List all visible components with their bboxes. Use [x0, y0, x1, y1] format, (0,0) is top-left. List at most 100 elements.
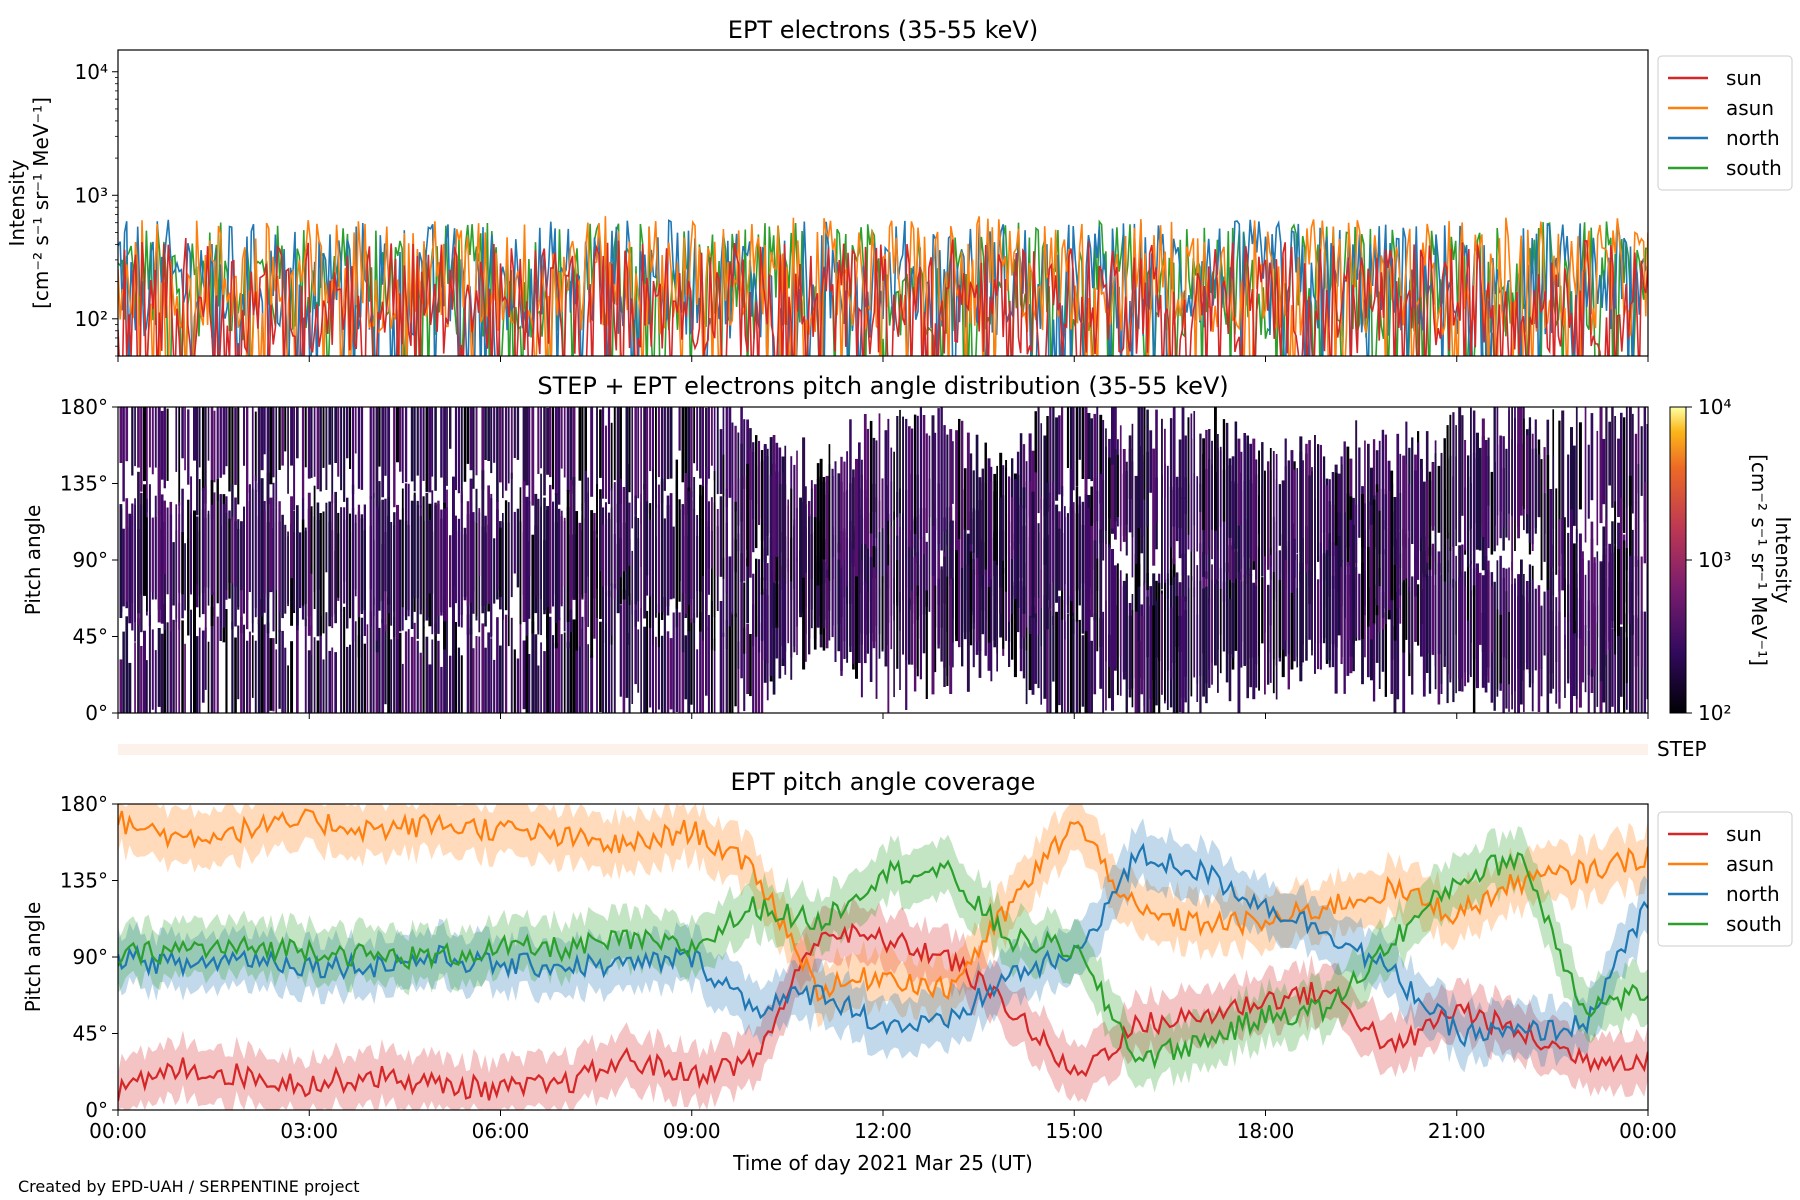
heatmap-cell: [605, 425, 607, 499]
heatmap-cell: [1367, 587, 1370, 678]
heatmap-cell: [331, 494, 334, 629]
heatmap-cell: [201, 630, 205, 703]
heatmap-cell: [284, 407, 287, 452]
heatmap-cell: [193, 511, 197, 594]
heatmap-cell: [1114, 565, 1117, 668]
heatmap-cell: [1643, 407, 1647, 523]
heatmap-cell: [652, 599, 654, 713]
heatmap-cell: [375, 639, 379, 713]
heatmap-cell: [784, 445, 787, 584]
heatmap-cell: [1081, 525, 1085, 634]
heatmap-cell: [213, 410, 216, 483]
heatmap-cell: [1617, 549, 1620, 636]
heatmap-cell: [354, 407, 357, 454]
heatmap-cell: [496, 500, 499, 590]
heatmap-cell: [181, 532, 184, 595]
heatmap-cell: [387, 497, 391, 605]
heatmap-cell: [434, 407, 437, 491]
heatmap-cell: [493, 407, 496, 463]
heatmap-cell: [316, 407, 320, 490]
heatmap-cell: [669, 493, 673, 600]
panel3-y-ticks: 0° 45° 90° 135° 180°: [60, 792, 118, 1122]
heatmap-cell: [716, 509, 719, 577]
heatmap-cell: [1049, 407, 1052, 508]
heatmap-cell: [449, 535, 452, 608]
heatmap-cell: [431, 639, 434, 713]
heatmap-cell: [1590, 413, 1594, 501]
heatmap-cell: [369, 611, 372, 713]
heatmap-cell: [1334, 545, 1338, 694]
heatmap-cell: [243, 624, 246, 713]
heatmap-cell: [637, 629, 640, 693]
heatmap-cell: [1269, 554, 1272, 683]
heatmap-cell: [1102, 420, 1105, 531]
heatmap-cell: [1364, 440, 1366, 550]
heatmap-cell: [593, 530, 596, 599]
heatmap-cell: [769, 537, 773, 676]
heatmap-cell: [287, 531, 289, 604]
heatmap-cell: [499, 645, 502, 713]
heatmap-cell: [1555, 488, 1558, 575]
heatmap-cell: [1084, 494, 1088, 632]
heatmap-cell: [266, 472, 270, 598]
heatmap-cell: [528, 505, 531, 577]
heatmap-cell: [231, 516, 234, 584]
heatmap-cell: [484, 515, 487, 605]
heatmap-cell: [1625, 506, 1628, 571]
heatmap-cell: [1178, 615, 1182, 713]
heatmap-cell: [943, 425, 946, 532]
heatmap-cell: [399, 632, 402, 713]
heatmap-cell: [1237, 472, 1241, 580]
heatmap-cell: [554, 407, 558, 495]
heatmap-cell: [1087, 609, 1091, 713]
heatmap-cell: [1584, 625, 1587, 693]
heatmap-cell: [769, 475, 773, 582]
heatmap-cell: [1013, 479, 1017, 600]
heatmap-cell: [1623, 540, 1626, 633]
heatmap-cell: [1208, 429, 1211, 550]
heatmap-cell: [760, 450, 764, 595]
heatmap-cell: [1561, 410, 1565, 554]
heatmap-cell: [937, 483, 940, 605]
heatmap-cell: [569, 609, 573, 713]
heatmap-cell: [122, 631, 125, 713]
heatmap-cell: [1319, 444, 1322, 584]
heatmap-cell: [163, 407, 166, 489]
heatmap-cell: [696, 649, 699, 713]
heatmap-cell: [522, 407, 526, 489]
heatmap-cell: [1116, 454, 1119, 517]
heatmap-cell: [772, 555, 776, 628]
heatmap-cell: [1125, 461, 1128, 525]
heatmap-cell: [678, 407, 681, 451]
panel1-yunit: [cm⁻² s⁻¹ sr⁻¹ MeV⁻¹]: [29, 97, 53, 309]
heatmap-cell: [855, 458, 859, 538]
heatmap-cell: [1293, 469, 1296, 578]
heatmap-cell: [1228, 458, 1232, 538]
heatmap-cell: [163, 603, 166, 713]
heatmap-cell: [237, 407, 240, 505]
heatmap-cell: [734, 539, 737, 618]
heatmap-cell: [396, 636, 400, 713]
heatmap-cell: [1011, 581, 1014, 660]
heatmap-cell: [1443, 565, 1446, 667]
heatmap-cell: [554, 493, 558, 623]
heatmap-cell: [1269, 448, 1272, 567]
heatmap-cell: [1322, 552, 1326, 644]
heatmap-cell: [793, 527, 796, 647]
x-axis-label: Time of day 2021 Mar 25 (UT): [732, 1151, 1033, 1175]
heatmap-cell: [1037, 523, 1040, 598]
heatmap-cell: [1111, 549, 1115, 680]
heatmap-cell: [1034, 472, 1037, 614]
heatmap-cell: [1334, 472, 1338, 572]
heatmap-cell: [696, 515, 699, 592]
heatmap-cell: [122, 528, 125, 607]
heatmap-cell: [1061, 600, 1064, 713]
heatmap-cell: [466, 614, 470, 713]
heatmap-cell: [1467, 620, 1470, 683]
heatmap-cell: [1608, 562, 1612, 642]
heatmap-cell: [755, 558, 758, 637]
heatmap-cell: [328, 650, 332, 713]
heatmap-cell: [1381, 488, 1385, 618]
y-tick-label: 135°: [60, 472, 108, 496]
heatmap-cell: [1184, 610, 1187, 703]
